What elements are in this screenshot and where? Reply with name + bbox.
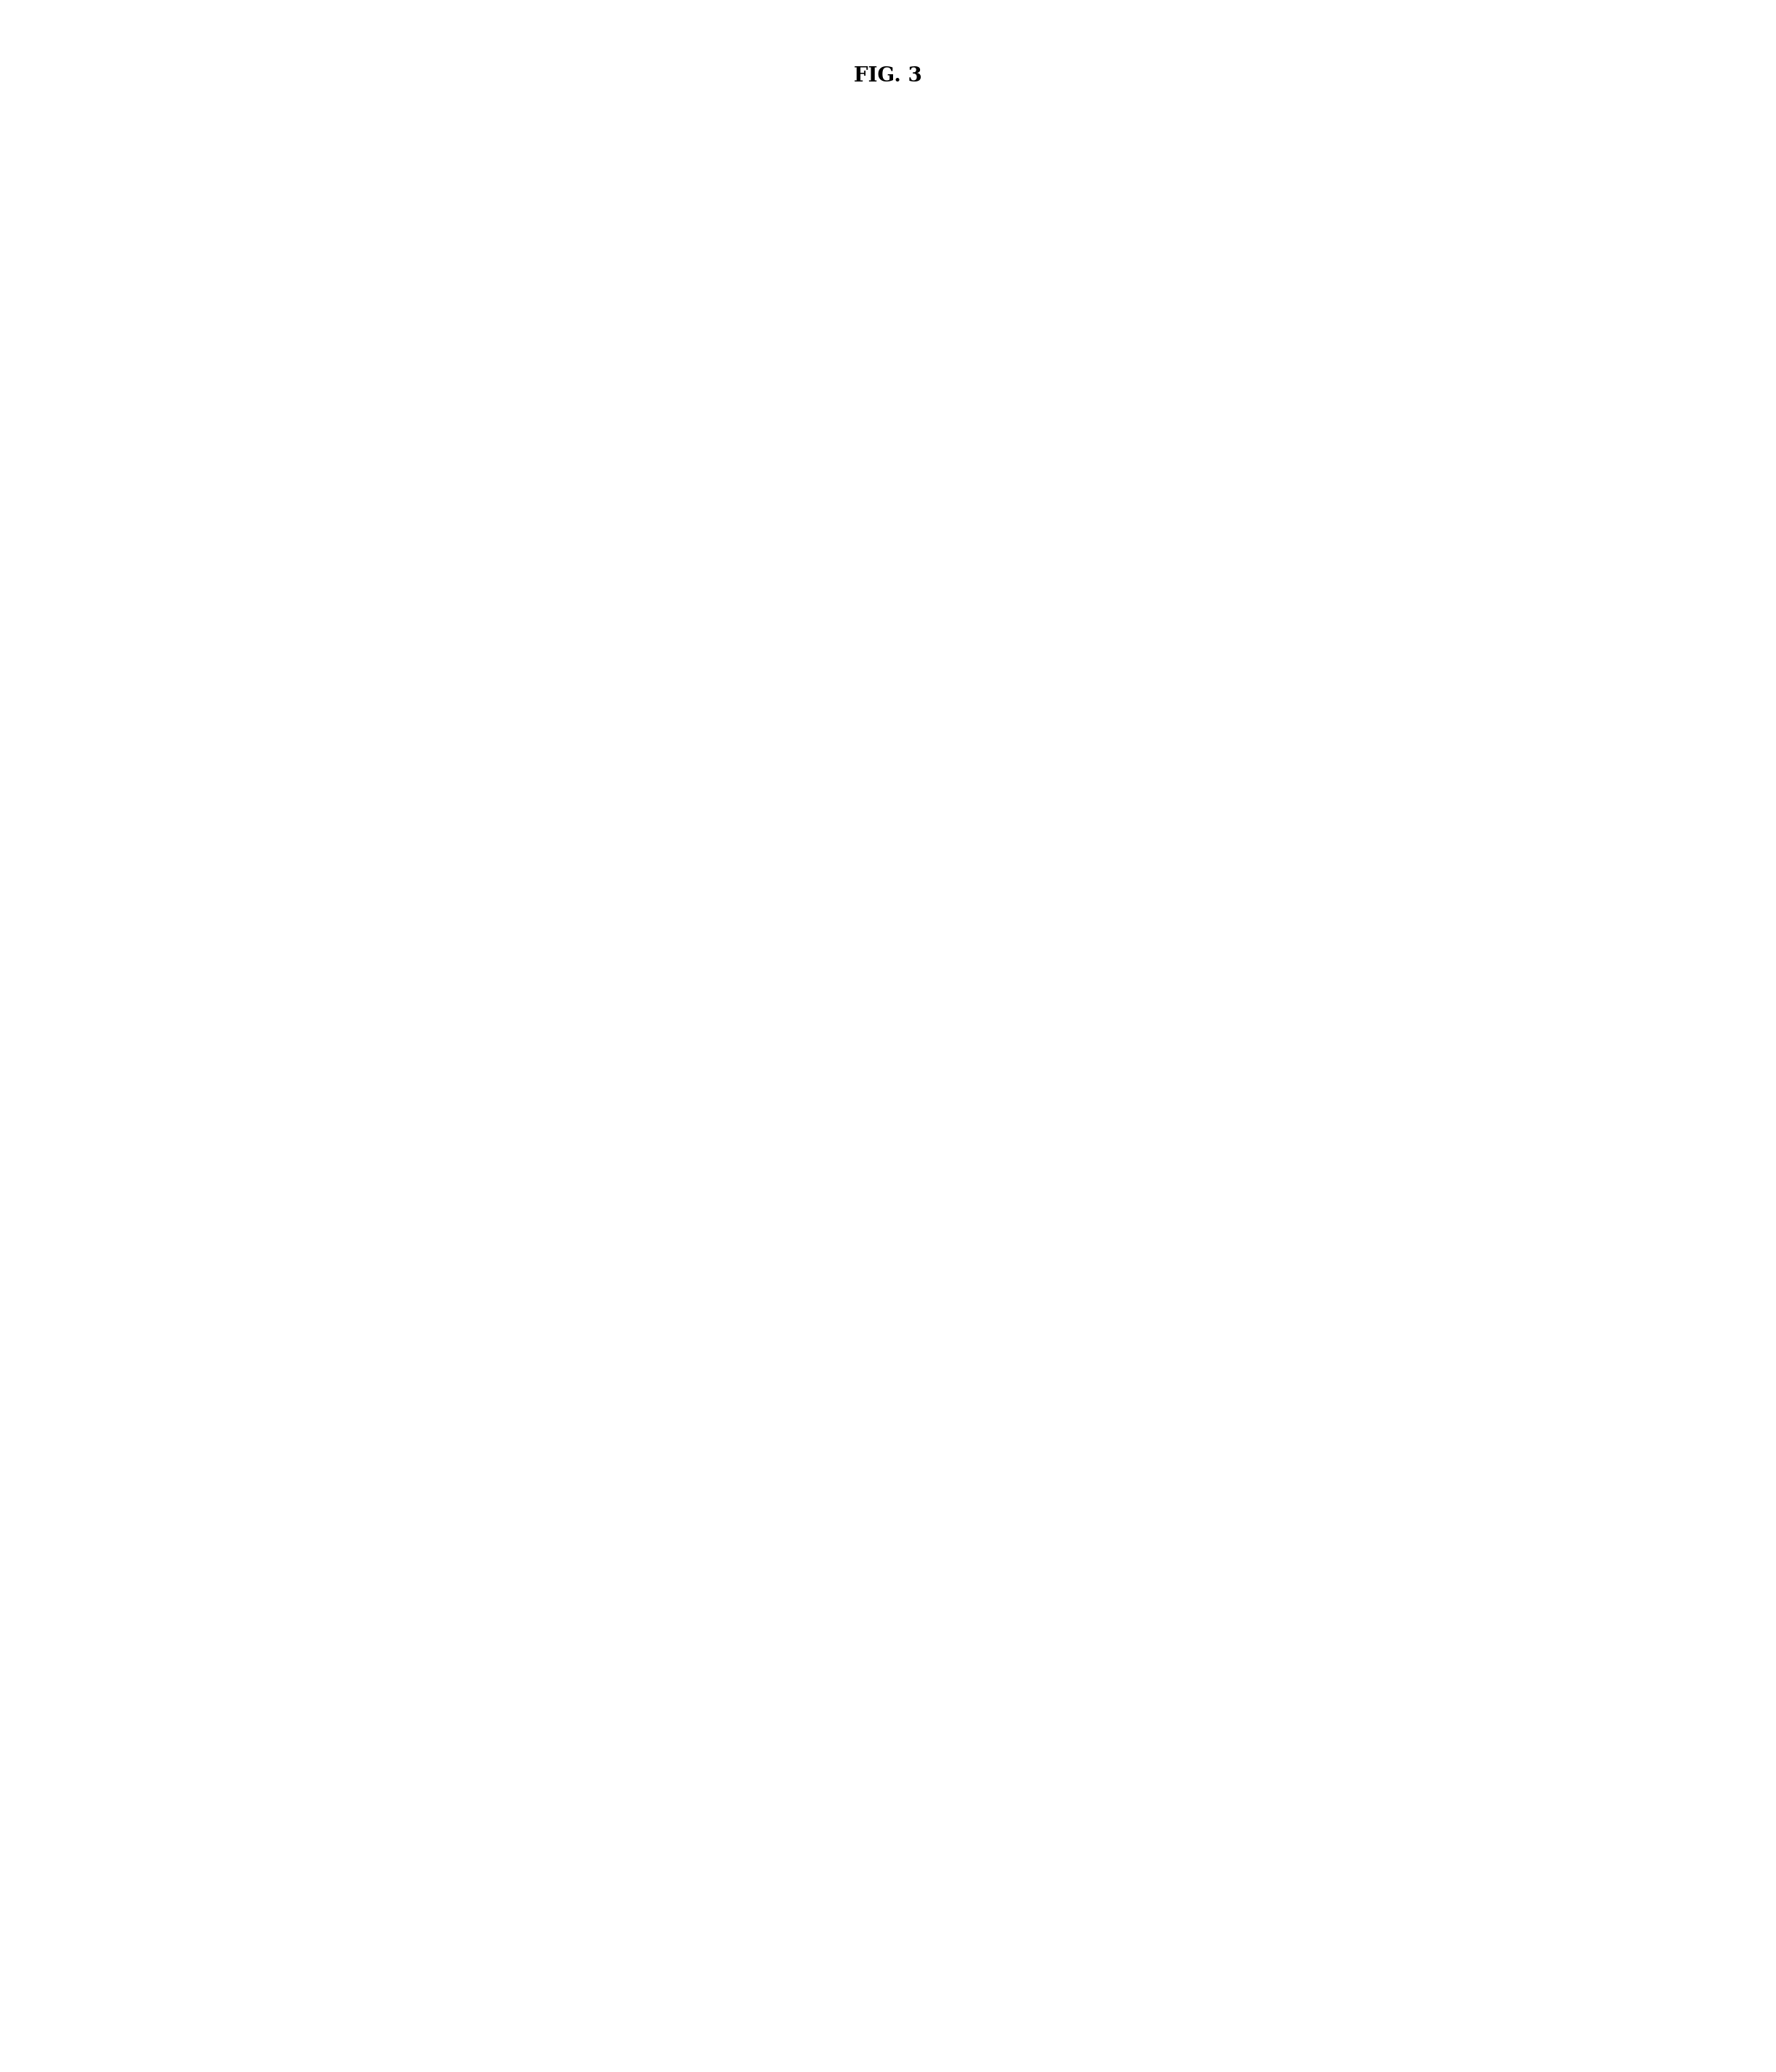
Text: E: E: [494, 613, 504, 628]
Text: mm: mm: [519, 1440, 543, 1452]
Text: L: L: [83, 1573, 94, 1587]
Text: ma: ma: [1156, 1152, 1177, 1164]
Text: VNO: VNO: [1328, 1030, 1359, 1042]
Text: F: F: [909, 613, 920, 628]
Text: VNO: VNO: [913, 1030, 943, 1042]
Text: PCo: PCo: [659, 1861, 686, 1873]
Text: I: I: [494, 1092, 499, 1109]
Text: G: G: [1325, 613, 1339, 628]
Text: La: La: [105, 1674, 121, 1687]
Text: M: M: [638, 1573, 654, 1587]
Text: K: K: [1325, 1092, 1337, 1109]
Text: A: A: [83, 133, 96, 147]
Text: D: D: [78, 613, 92, 628]
Text: AOB: AOB: [78, 1193, 105, 1206]
Text: RE: RE: [852, 541, 870, 553]
Text: N: N: [1192, 1573, 1206, 1587]
Text: La: La: [1213, 1674, 1229, 1687]
Text: ma: ma: [741, 1152, 762, 1164]
Text: ga: ga: [741, 1198, 757, 1212]
Text: ma: ma: [1572, 1152, 1593, 1164]
Text: B: B: [638, 133, 650, 147]
Text: MOB: MOB: [78, 1339, 107, 1351]
Text: OE: OE: [852, 149, 870, 162]
Text: Pir: Pir: [1213, 1753, 1231, 1765]
Text: VNO: VNO: [82, 1030, 112, 1042]
Text: Pir: Pir: [659, 1753, 677, 1765]
Text: tf: tf: [1185, 1440, 1195, 1452]
Text: C: C: [1192, 133, 1204, 147]
Text: PCo: PCo: [1213, 1861, 1240, 1873]
Text: sc: sc: [1185, 694, 1199, 709]
Text: ga: ga: [1156, 1198, 1172, 1212]
Text: La: La: [659, 1674, 675, 1687]
Text: mm: mm: [1328, 1440, 1355, 1452]
Text: H: H: [78, 1092, 92, 1109]
Text: PCo: PCo: [105, 1861, 131, 1873]
Text: RE: RE: [298, 541, 316, 553]
Text: sc: sc: [1600, 694, 1614, 709]
Text: OE: OE: [298, 149, 316, 162]
Text: FIG. 3: FIG. 3: [854, 66, 922, 85]
Text: vnr: vnr: [1185, 634, 1206, 646]
Text: tf: tf: [1600, 1440, 1611, 1452]
Text: ga: ga: [1572, 1198, 1588, 1212]
Text: ma: ma: [353, 1152, 375, 1164]
Text: VNO: VNO: [497, 1030, 527, 1042]
Text: mm: mm: [913, 1440, 940, 1452]
Text: J: J: [909, 1092, 916, 1109]
Text: Pir: Pir: [105, 1753, 123, 1765]
Text: ga: ga: [353, 1198, 369, 1212]
Text: vnr: vnr: [1600, 634, 1621, 646]
